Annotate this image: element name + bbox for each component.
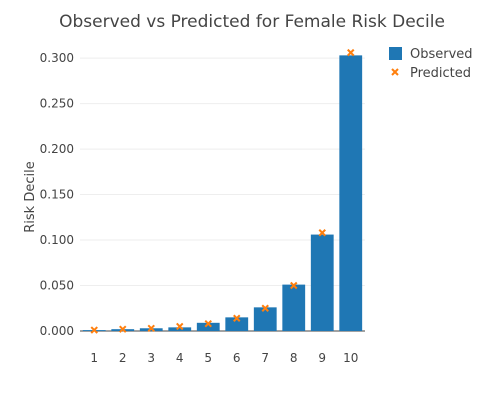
bar-observed[interactable] [253, 307, 277, 331]
bar-observed[interactable] [282, 284, 306, 331]
bar-observed[interactable] [339, 55, 363, 332]
x-tick-label: 8 [290, 351, 298, 365]
bar-observed[interactable] [196, 322, 220, 331]
legend[interactable]: Observed Predicted [389, 47, 473, 81]
marker-predicted[interactable] [347, 48, 355, 57]
y-tick-label: 0.300 [40, 51, 74, 65]
marker-predicted[interactable] [119, 325, 127, 333]
x-tick-label: 10 [343, 351, 358, 365]
marker-predicted[interactable] [318, 229, 326, 237]
y-tick-label: 0.050 [40, 279, 74, 293]
legend-marker-predicted [391, 68, 399, 76]
bar-observed[interactable] [310, 234, 334, 331]
legend-label-predicted: Predicted [410, 66, 471, 81]
bars [82, 55, 363, 332]
marker-predicted[interactable] [176, 322, 184, 331]
legend-label-observed: Observed [410, 47, 473, 62]
x-tick-label: 1 [90, 351, 98, 365]
x-tick-label: 7 [261, 351, 269, 365]
marker-predicted[interactable] [233, 314, 241, 322]
marker-predicted[interactable] [90, 326, 98, 334]
bar-observed[interactable] [168, 327, 192, 331]
y-tick-label: 0.000 [40, 324, 74, 338]
marker-predicted[interactable] [290, 281, 298, 290]
y-tick-label: 0.100 [40, 233, 74, 247]
marker-predicted[interactable] [204, 320, 212, 328]
x-tick-label: 3 [147, 351, 155, 365]
x-tick-label: 9 [318, 351, 326, 365]
x-tick-label: 4 [176, 351, 184, 365]
y-tick-label: 0.150 [40, 188, 74, 202]
x-tick-label: 5 [204, 351, 212, 365]
predicted-markers [90, 48, 355, 334]
chart-title: Observed vs Predicted for Female Risk De… [59, 12, 445, 32]
x-tick-label: 6 [233, 351, 241, 365]
marker-predicted[interactable] [261, 304, 269, 312]
x-tick-label: 2 [119, 351, 127, 365]
y-tick-label: 0.250 [40, 97, 74, 111]
x-tick-labels: 1 2 3 4 5 6 7 8 9 10 [90, 351, 358, 365]
y-axis-label: Risk Decile [23, 161, 38, 232]
marker-predicted[interactable] [147, 324, 155, 332]
y-tick-labels: 0.000 0.050 0.100 0.150 0.200 0.250 0.300 [40, 51, 74, 338]
legend-swatch-observed [389, 47, 402, 60]
bar-observed[interactable] [225, 317, 249, 331]
y-tick-label: 0.200 [40, 142, 74, 156]
